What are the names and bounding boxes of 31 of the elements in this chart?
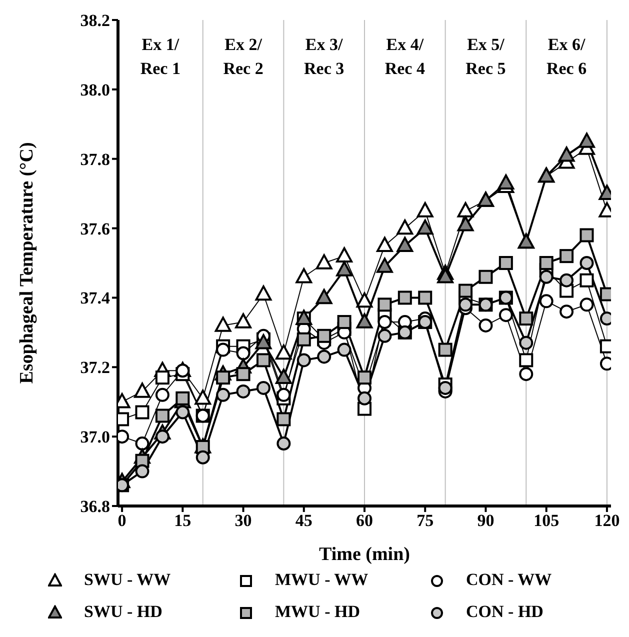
- x-tick-label: 60: [356, 511, 373, 530]
- legend-label: MWU - WW: [275, 570, 368, 590]
- annotation: Ex 3/ Rec 3: [304, 35, 344, 78]
- y-tick-label: 37.0: [80, 428, 110, 447]
- x-tick-label: 120: [594, 511, 620, 530]
- x-tick-label: 105: [534, 511, 560, 530]
- x-tick-label: 30: [234, 511, 252, 530]
- x-tick-label: 15: [174, 511, 192, 530]
- annotation: Ex 6/ Rec 6: [546, 35, 587, 78]
- x-tick-label: 0: [118, 511, 126, 530]
- legend-label: CON - WW: [466, 570, 552, 590]
- legend-label: SWU - HD: [84, 602, 162, 622]
- y-tick-label: 36.8: [80, 497, 110, 516]
- y-tick-label: 38.0: [80, 80, 110, 100]
- legend-label: SWU - WW: [84, 570, 171, 590]
- legend-label: CON - HD: [466, 602, 544, 622]
- annotation: Ex 5/ Rec 5: [466, 35, 506, 78]
- y-tick-label: 37.2: [80, 358, 110, 378]
- y-tick-label: 37.6: [80, 219, 110, 238]
- annotation: Ex 4/ Rec 4: [384, 35, 426, 78]
- y-tick-label: 38.2: [80, 11, 110, 30]
- legend-label: MWU - HD: [275, 602, 360, 622]
- y-axis-title: Esophageal Temperature (°C): [16, 142, 38, 384]
- x-tick-label: 90: [477, 511, 494, 530]
- x-tick-label: 75: [416, 511, 434, 530]
- y-tick-label: 37.8: [80, 150, 110, 169]
- x-axis-title: Time (min): [319, 544, 410, 565]
- x-tick-label: 45: [295, 511, 312, 530]
- y-tick-label: 37.4: [80, 288, 110, 308]
- annotation: Ex 1/ Rec 1: [140, 35, 180, 78]
- annotation: Ex 2/ Rec 2: [223, 35, 264, 78]
